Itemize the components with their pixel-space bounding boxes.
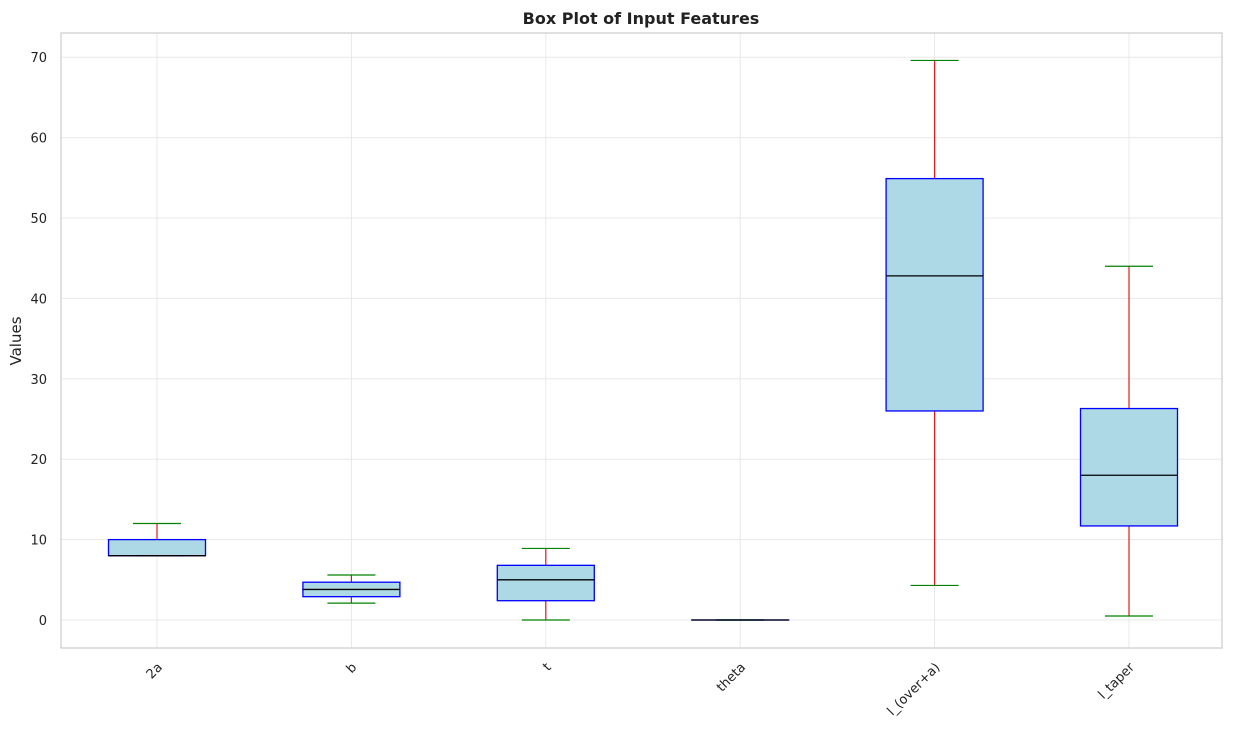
box-group bbox=[107, 522, 207, 557]
iqr-box bbox=[107, 538, 207, 557]
y-tick-label: 0 bbox=[39, 614, 47, 629]
y-axis-label: Values bbox=[7, 316, 25, 365]
y-tick-label: 40 bbox=[30, 292, 47, 307]
plot-frame bbox=[60, 32, 1223, 649]
y-tick-label: 60 bbox=[30, 132, 47, 147]
box-group bbox=[302, 574, 401, 604]
box-group bbox=[496, 547, 595, 621]
box-group bbox=[1079, 265, 1179, 617]
y-tick-label: 30 bbox=[30, 373, 47, 388]
chart-title: Box Plot of Input Features bbox=[523, 9, 760, 28]
iqr-box bbox=[1079, 407, 1179, 527]
y-tick-label: 20 bbox=[30, 453, 47, 468]
boxes bbox=[107, 59, 1179, 621]
y-tick-labels: 0 10 20 30 40 50 60 70 bbox=[30, 51, 47, 629]
y-tick-label: 10 bbox=[30, 534, 47, 549]
y-tick-label: 70 bbox=[30, 51, 47, 66]
grid-lines bbox=[61, 33, 1222, 648]
box-group bbox=[885, 59, 984, 587]
y-tick-label: 50 bbox=[30, 212, 47, 227]
iqr-box bbox=[885, 177, 984, 412]
iqr-box bbox=[496, 564, 595, 602]
